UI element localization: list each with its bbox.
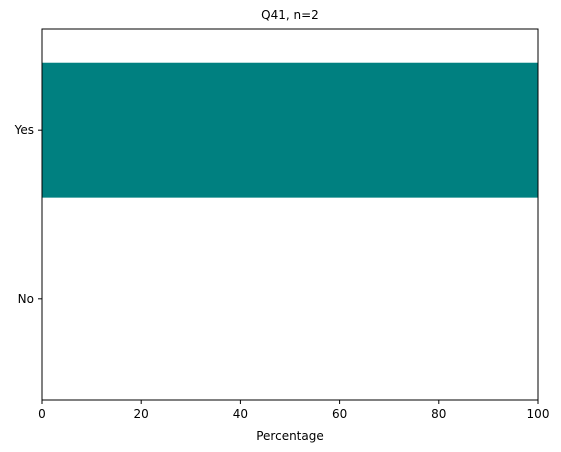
x-tick-label: 40 — [233, 407, 248, 421]
chart-title: Q41, n=2 — [261, 8, 319, 22]
x-tick-label: 100 — [527, 407, 550, 421]
y-tick-label-yes: Yes — [14, 123, 34, 137]
x-axis-title: Percentage — [256, 429, 324, 443]
plot-area-frame — [41, 28, 539, 401]
y-axis-ticks: Yes No — [14, 123, 42, 306]
y-tick-label-no: No — [18, 292, 34, 306]
x-tick-label: 20 — [134, 407, 149, 421]
x-tick-label: 60 — [332, 407, 347, 421]
bars-group — [42, 62, 538, 198]
x-tick-label: 80 — [431, 407, 446, 421]
x-tick-label: 0 — [38, 407, 46, 421]
x-axis-ticks: 0 20 40 60 80 100 — [38, 400, 549, 421]
bar-yes — [42, 62, 538, 198]
